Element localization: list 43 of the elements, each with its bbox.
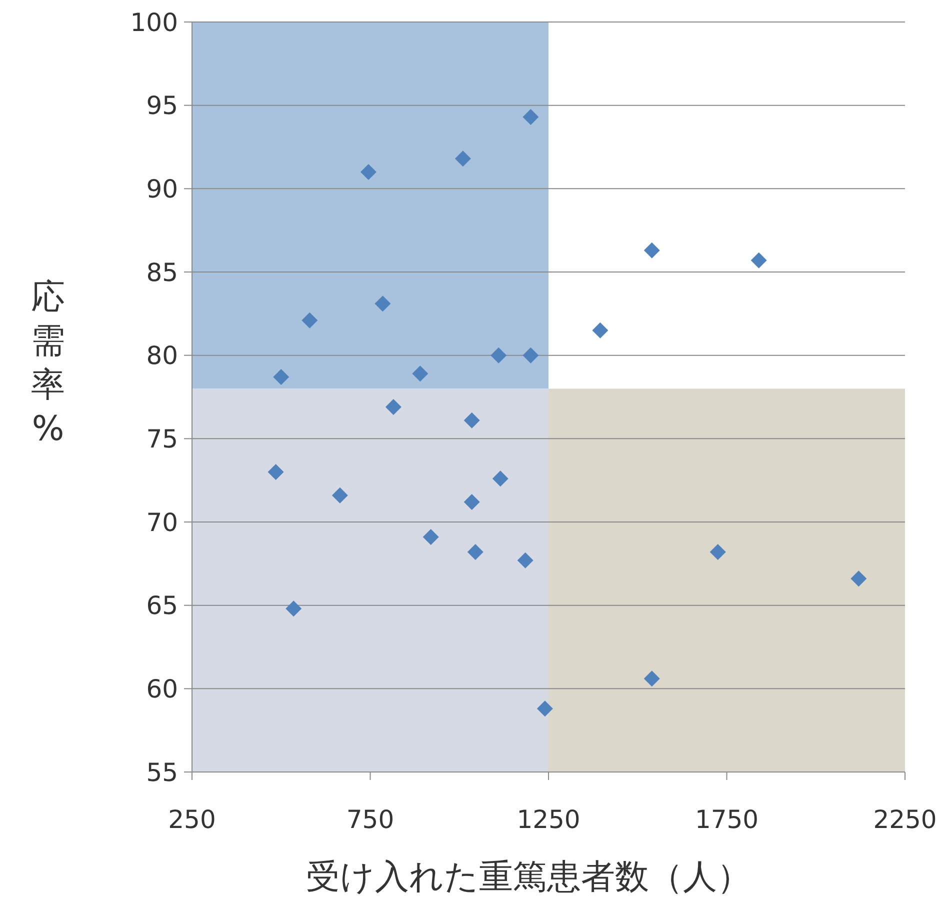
y-tick-label: 95 xyxy=(146,91,178,120)
x-tick-label: 250 xyxy=(168,805,216,834)
y-tick-label: 80 xyxy=(146,341,178,370)
point xyxy=(412,366,428,382)
point xyxy=(286,600,302,617)
point xyxy=(454,150,471,167)
point xyxy=(332,487,348,504)
point xyxy=(710,544,726,560)
x-tick-label: 1750 xyxy=(694,805,759,834)
point xyxy=(273,369,290,385)
y-tick-label: 55 xyxy=(146,758,178,787)
point xyxy=(490,347,507,364)
point xyxy=(467,544,484,560)
y-tick-label: 85 xyxy=(146,258,178,287)
y-tick-label: 70 xyxy=(146,508,178,537)
x-axis-title: 受け入れた重篤患者数（人） xyxy=(306,857,751,897)
x-tick-label: 750 xyxy=(346,805,394,834)
x-tick-label: 1250 xyxy=(516,805,580,834)
point xyxy=(268,464,284,480)
point xyxy=(536,700,553,717)
point xyxy=(464,412,480,428)
point xyxy=(644,242,660,258)
y-axis-title: 応需率% xyxy=(31,277,65,449)
point xyxy=(385,399,402,415)
point xyxy=(850,570,867,587)
point xyxy=(522,347,539,364)
point xyxy=(644,670,660,687)
point xyxy=(517,552,534,568)
point xyxy=(374,296,391,312)
point xyxy=(302,312,318,328)
point xyxy=(750,252,767,268)
point xyxy=(464,494,480,510)
point xyxy=(492,470,508,487)
y-tick-label: 60 xyxy=(146,674,178,704)
y-tick-label: 100 xyxy=(130,8,178,37)
y-tick-label: 90 xyxy=(146,174,178,204)
point xyxy=(360,164,376,180)
point xyxy=(592,322,608,338)
x-tick-label: 2250 xyxy=(873,805,937,834)
point xyxy=(522,109,539,125)
y-tick-label: 65 xyxy=(146,591,178,620)
y-tick-label: 75 xyxy=(146,424,178,454)
point xyxy=(422,529,439,545)
